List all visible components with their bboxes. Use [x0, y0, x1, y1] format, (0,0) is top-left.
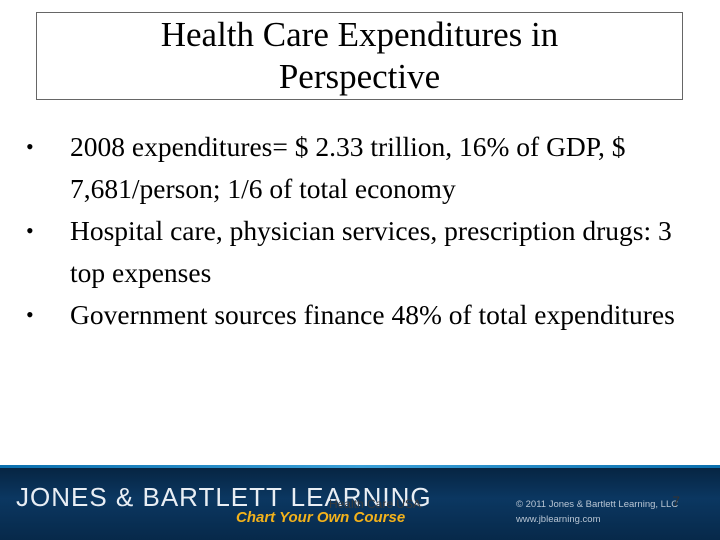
bullet-text: Government sources finance 48% of total … [70, 299, 675, 330]
slide-title-box: Health Care Expenditures in Perspective [36, 12, 683, 100]
copyright-notice: © 2011 Jones & Bartlett Learning, LLC [516, 499, 679, 510]
bullet-item: • Government sources finance 48% of tota… [24, 294, 684, 336]
publisher-tagline: Chart Your Own Course [236, 509, 406, 526]
publisher-footer-bar: JONES & BARTLETT LEARNING Chart Your Own… [0, 465, 720, 540]
bullet-list: • 2008 expenditures= $ 2.33 trillion, 16… [24, 126, 684, 336]
slide-title: Health Care Expenditures in Perspective [160, 15, 559, 96]
bullet-marker: • [26, 218, 34, 243]
footer-accent-stripe [0, 465, 720, 468]
slide-number: 7 [672, 493, 680, 509]
publisher-logo-text: JONES & BARTLETT LEARNING [16, 482, 432, 512]
footer-text: Health Care USA [328, 497, 422, 511]
bullet-text: Hospital care, physician services, presc… [70, 215, 672, 288]
bullet-item: • Hospital care, physician services, pre… [24, 210, 684, 294]
bullet-marker: • [26, 134, 34, 159]
bullet-item: • 2008 expenditures= $ 2.33 trillion, 16… [24, 126, 684, 210]
bullet-marker: • [26, 302, 34, 327]
publisher-website: www.jblearning.com [516, 514, 601, 525]
bullet-text: 2008 expenditures= $ 2.33 trillion, 16% … [70, 131, 626, 204]
